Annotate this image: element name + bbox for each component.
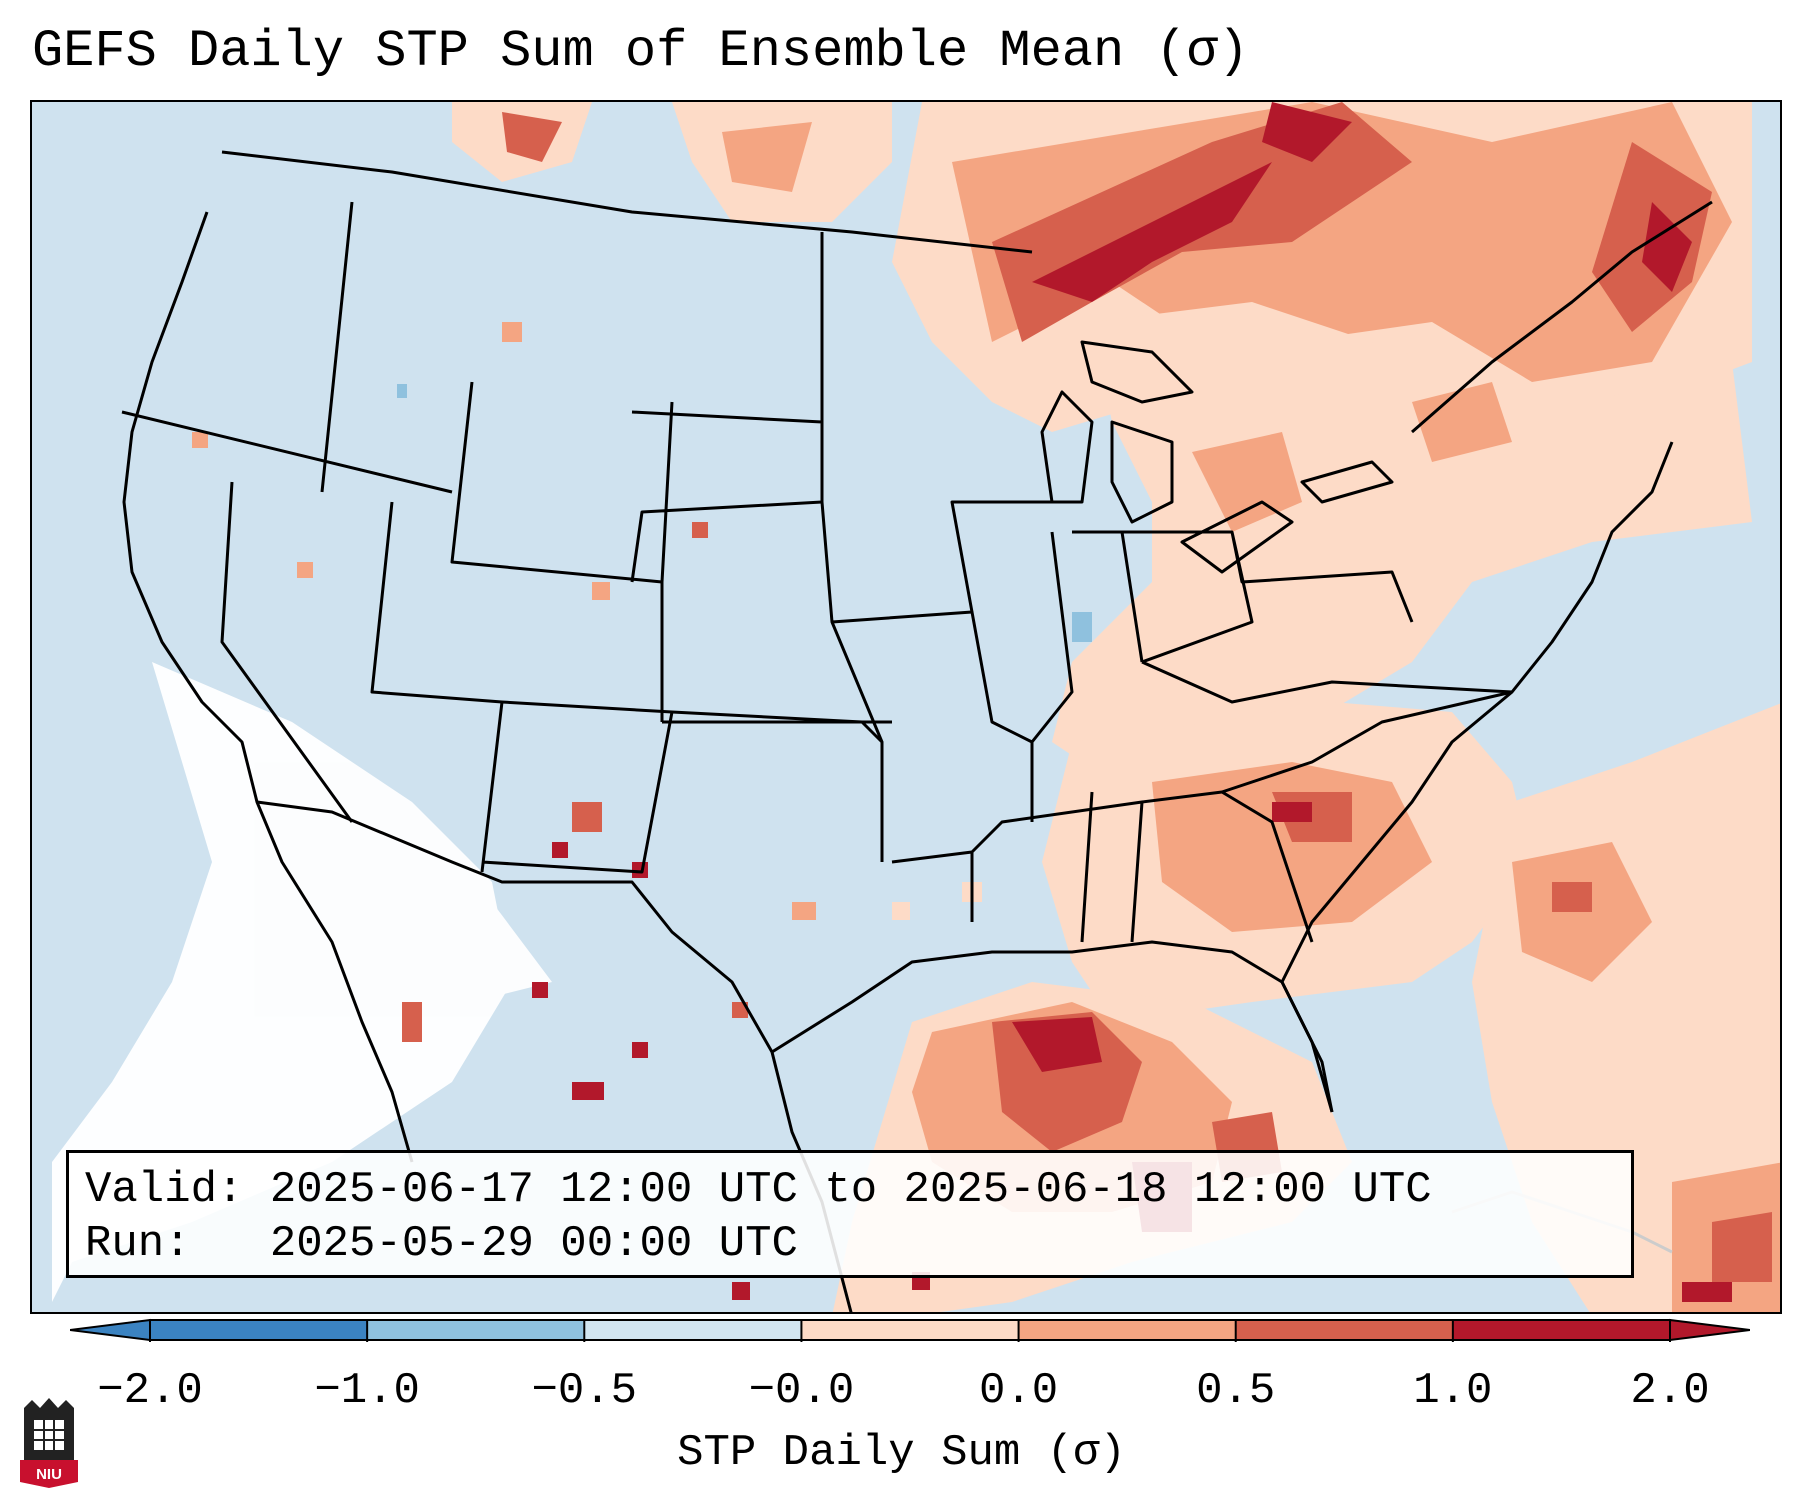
colorbar-segment	[801, 1320, 1019, 1340]
valid-label: Valid:	[85, 1165, 244, 1215]
run-value: 2025-05-29 00:00 UTC	[269, 1219, 798, 1269]
colorbar-tick-label: −1.0	[314, 1366, 420, 1416]
colorbar-tick-label: 1.0	[1413, 1366, 1493, 1416]
colorbar-extension-low	[69, 1318, 151, 1342]
valid-run-info: Valid: 2025-06-17 12:00 UTC to 2025-06-1…	[66, 1150, 1634, 1278]
field-east	[1052, 302, 1752, 782]
colorbar-label: STP Daily Sum (σ)	[677, 1428, 1126, 1478]
chart-title: GEFS Daily STP Sum of Ensemble Mean (σ)	[32, 22, 1249, 81]
field-canada	[452, 102, 1752, 442]
colorbar-segment	[584, 1320, 802, 1340]
valid-value: 2025-06-17 12:00 UTC to 2025-06-18 12:00…	[269, 1165, 1432, 1215]
colorbar-segment	[1235, 1320, 1453, 1340]
map-panel	[30, 100, 1782, 1314]
colorbar-segment	[150, 1320, 368, 1340]
run-label: Run:	[85, 1219, 191, 1269]
colorbar-tick-label: 2.0	[1630, 1366, 1710, 1416]
colorbar-tick-label: 0.0	[978, 1366, 1059, 1416]
colorbar-segment	[1452, 1320, 1670, 1340]
colorbar-tick-label: −0.5	[531, 1366, 638, 1416]
colorbar-tick-label: 0.5	[1196, 1366, 1276, 1416]
logo-text: NIU	[36, 1466, 62, 1483]
niu-logo: NIU	[20, 1398, 78, 1488]
colorbar-extension-high	[1669, 1318, 1751, 1342]
no-data-area	[52, 662, 552, 1302]
field-southeast	[1042, 702, 1532, 1022]
colorbar-tick-label: −0.0	[748, 1366, 855, 1416]
colorbar-segment	[367, 1320, 585, 1340]
boundaries	[121, 150, 1713, 1312]
colorbar-segment	[1018, 1320, 1236, 1340]
colorbar-tick-label: −2.0	[97, 1366, 203, 1416]
colorbar	[69, 1318, 1751, 1347]
